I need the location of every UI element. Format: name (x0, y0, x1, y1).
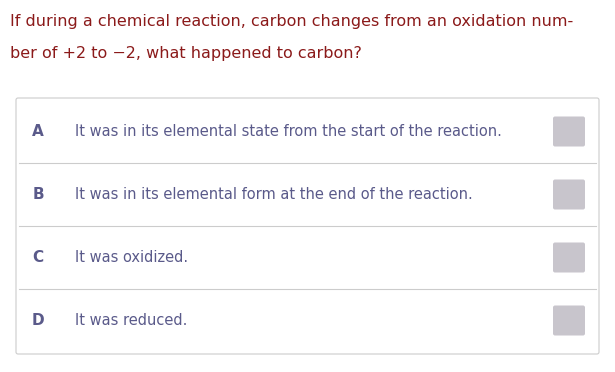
Text: C: C (33, 250, 44, 265)
Text: It was in its elemental form at the end of the reaction.: It was in its elemental form at the end … (75, 187, 473, 202)
FancyBboxPatch shape (16, 98, 599, 354)
Text: A: A (32, 124, 44, 139)
FancyBboxPatch shape (553, 116, 585, 147)
FancyBboxPatch shape (553, 180, 585, 209)
Text: It was in its elemental state from the start of the reaction.: It was in its elemental state from the s… (75, 124, 502, 139)
Text: D: D (32, 313, 44, 328)
Text: If during a chemical reaction, carbon changes from an oxidation num-: If during a chemical reaction, carbon ch… (10, 14, 573, 29)
Text: It was reduced.: It was reduced. (75, 313, 188, 328)
Text: B: B (32, 187, 44, 202)
Text: It was oxidized.: It was oxidized. (75, 250, 188, 265)
Text: ber of +2 to −2, what happened to carbon?: ber of +2 to −2, what happened to carbon… (10, 46, 362, 61)
FancyBboxPatch shape (553, 305, 585, 336)
FancyBboxPatch shape (553, 243, 585, 273)
